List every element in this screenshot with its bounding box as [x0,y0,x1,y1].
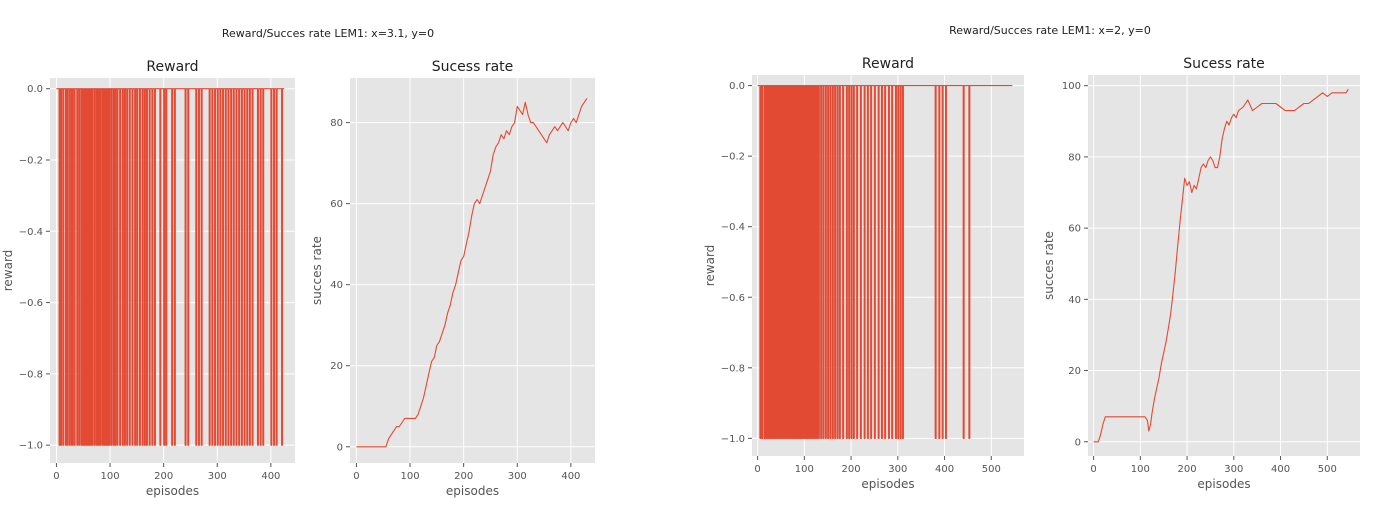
x-tick-label: 400 [935,464,954,475]
y-tick-label: −0.2 [721,152,745,163]
y-tick-label: 80 [1068,152,1081,163]
y-tick-label: −0.4 [19,227,43,238]
series-line-0 [56,88,285,446]
plot-area [1088,75,1360,456]
success-rate-chart-2: 0 100 200 300 400 500 0 20 40 60 80 100 Sucess rate e… [1042,56,1360,491]
y-tick-label: 60 [1068,224,1081,235]
x-tick-label: 500 [1318,464,1337,475]
x-tick-label: 200 [454,471,473,482]
x-axis-label: episodes [1197,477,1250,491]
y-tick-label: −0.4 [721,222,745,233]
y-tick-label: −1.0 [19,441,43,452]
x-tick-label: 100 [1131,464,1150,475]
x-tick-label: 100 [100,471,119,482]
x-tick-label: 400 [261,471,280,482]
x-tick-label: 0 [353,471,359,482]
figure-2-title: Reward/Succes rate LEM1: x=2, y=0 [949,24,1151,37]
success-rate-chart-1: 0 100 200 300 400 0 20 40 60 80 Sucess rate episode… [310,59,595,498]
x-tick-label: 200 [842,464,861,475]
x-tick-label: 0 [53,471,59,482]
y-tick-label: 60 [330,199,343,210]
y-tick-label: −0.6 [721,293,745,304]
x-tick-label: 300 [1224,464,1243,475]
y-axis-label: reward [1,250,15,292]
y-tick-label: −0.2 [19,155,43,166]
series-line-0 [356,97,588,448]
x-tick-label: 0 [1090,464,1096,475]
series-line-0 [1093,88,1349,443]
x-tick-label: 200 [154,471,173,482]
x-tick-label: 300 [508,471,527,482]
y-tick-label: 80 [330,118,343,129]
x-tick-label: 100 [400,471,419,482]
x-tick-label: 0 [754,464,760,475]
chart-title: Sucess rate [432,59,514,75]
y-tick-label: 20 [330,361,343,372]
figure-1-title: Reward/Succes rate LEM1: x=3.1, y=0 [222,27,434,40]
y-tick-label: −1.0 [721,434,745,445]
y-tick-label: 100 [1062,81,1081,92]
x-tick-label: 500 [982,464,1001,475]
y-tick-label: 20 [1068,366,1081,377]
reward-chart-2: 0 100 200 300 400 500 0.0 −0.2 −0.4 −0.6 −0.8 −1.0 R… [703,56,1024,491]
x-axis-label: episodes [146,484,199,498]
chart-title: Reward [146,59,198,75]
y-tick-label: −0.8 [19,369,43,380]
y-tick-label: 0 [337,442,343,453]
y-tick-label: −0.8 [721,363,745,374]
x-tick-label: 300 [888,464,907,475]
y-tick-label: 40 [330,280,343,291]
chart-title: Sucess rate [1183,56,1265,72]
x-axis-label: episodes [861,477,914,491]
y-tick-label: 0.0 [27,84,43,95]
y-tick-label: 0 [1075,437,1081,448]
x-tick-label: 100 [795,464,814,475]
y-axis-label: reward [703,245,717,287]
y-tick-label: −0.6 [19,298,43,309]
series-line-0 [757,85,1013,439]
plot-area [350,78,595,463]
y-tick-label: 40 [1068,295,1081,306]
x-tick-label: 400 [1271,464,1290,475]
y-axis-label: succes rate [1042,231,1056,300]
x-tick-label: 400 [561,471,580,482]
x-axis-label: episodes [446,484,499,498]
x-tick-label: 300 [208,471,227,482]
x-tick-label: 200 [1178,464,1197,475]
reward-chart-1: 0 100 200 300 400 0.0 −0.2 −0.4 −0.6 −0.8 −1.0 Rewa… [1,59,295,498]
y-axis-label: succes rate [310,236,324,305]
y-tick-label: 0.0 [729,81,745,92]
chart-title: Reward [862,56,914,72]
